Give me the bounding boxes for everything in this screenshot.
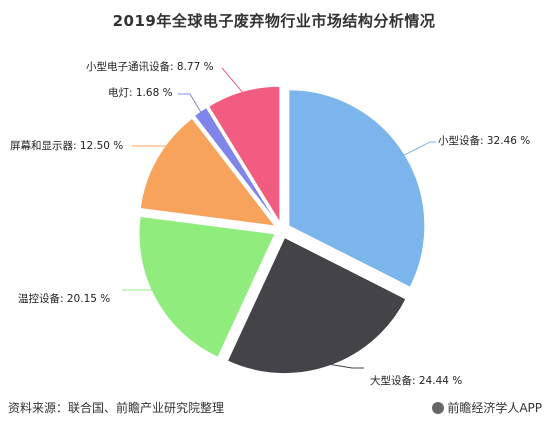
brand-logo-icon xyxy=(432,402,445,414)
source-note: 资料来源：联合国、前瞻产业研究院整理 xyxy=(8,401,225,415)
slice-label-5: 小型电子通讯设备: 8.77 % xyxy=(86,60,214,73)
leader-line-2 xyxy=(122,289,172,300)
leader-line-5 xyxy=(221,67,244,94)
leader-line-4 xyxy=(178,93,202,114)
brand-credit: 前瞻经济学人APP xyxy=(432,399,542,416)
pie-slice-1 xyxy=(226,236,407,375)
leader-line-1 xyxy=(328,363,364,369)
pie-slice-5 xyxy=(207,85,281,225)
leader-line-0 xyxy=(402,141,436,157)
pie-slice-3 xyxy=(139,117,277,227)
pie-slice-2 xyxy=(138,215,276,358)
slice-label-2: 温控设备: 20.15 % xyxy=(18,292,110,305)
slice-label-0: 小型设备: 32.46 % xyxy=(438,134,530,147)
slice-label-4: 电灯: 1.68 % xyxy=(108,86,173,99)
leader-line-3 xyxy=(132,145,169,160)
chart-title: 2019年全球电子废弃物行业市场结构分析情况 xyxy=(112,12,436,30)
pie-chart: 小型设备: 32.46 % 大型设备: 24.44 % 温控设备: 20.15 % 屏… xyxy=(10,60,530,387)
slice-label-1: 大型设备: 24.44 % xyxy=(370,374,462,387)
slice-label-3: 屏幕和显示器: 12.50 % xyxy=(10,139,123,152)
brand-name: 前瞻经济学人APP xyxy=(447,401,542,415)
